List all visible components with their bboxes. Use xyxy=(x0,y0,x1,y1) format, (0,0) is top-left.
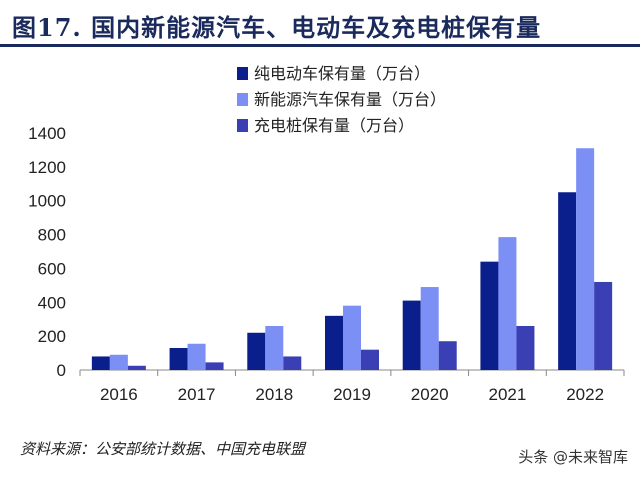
bar-2016-series-2 xyxy=(109,354,128,370)
bar-2022-series-3 xyxy=(594,281,613,370)
y-tick-label: 200 xyxy=(38,327,66,346)
header: 图17. 国内新能源汽车、电动车及充电桩保有量 xyxy=(0,0,640,47)
bar-2021-series-3 xyxy=(516,325,535,370)
legend-swatch-2 xyxy=(237,93,248,106)
bar-2016-series-1 xyxy=(91,356,110,370)
x-tick-label: 2018 xyxy=(255,385,293,404)
bar-chart: 0 200 400 600 800 1000 1200 1400 2016 2017 2018 201… xyxy=(28,64,625,404)
bar-2022-series-2 xyxy=(576,148,595,370)
legend-swatch-1 xyxy=(237,67,248,80)
watermark: 头条 @未来智库 xyxy=(518,448,628,466)
bar-2016-series-3 xyxy=(127,365,146,370)
y-tick-label: 600 xyxy=(38,259,66,278)
y-tick-label: 1200 xyxy=(28,158,66,177)
bar-2019-series-2 xyxy=(343,305,361,370)
y-tick-label: 1000 xyxy=(28,192,66,211)
x-tick-label: 2020 xyxy=(411,385,449,404)
bar-2017-series-2 xyxy=(187,343,206,370)
bar-2020-series-3 xyxy=(438,341,457,370)
title-divider xyxy=(0,44,640,47)
y-tick-label: 1400 xyxy=(28,124,66,143)
x-tick-label: 2016 xyxy=(100,385,138,404)
bar-2022-series-1 xyxy=(558,192,577,370)
x-tick-label: 2022 xyxy=(566,385,604,404)
x-tick-label: 2021 xyxy=(489,385,527,404)
x-tick-label: 2019 xyxy=(333,385,371,404)
y-tick-label: 800 xyxy=(38,226,66,245)
legend-label-1: 纯电动车保有量（万台） xyxy=(254,64,430,83)
bar-2019-series-1 xyxy=(325,315,343,370)
bar-2017-series-1 xyxy=(169,347,188,370)
bar-2017-series-3 xyxy=(205,362,224,370)
bar-2018-series-2 xyxy=(265,325,284,370)
bar-2020-series-2 xyxy=(420,287,439,370)
x-tick-label: 2017 xyxy=(178,385,216,404)
legend-label-3: 充电桩保有量（万台） xyxy=(254,116,414,135)
legend-swatch-3 xyxy=(237,119,248,132)
y-tick-label: 400 xyxy=(38,293,66,312)
bar-2021-series-2 xyxy=(498,237,517,370)
bar-2021-series-1 xyxy=(480,261,499,370)
bar-2020-series-1 xyxy=(402,300,421,370)
page-title: 图17. 国内新能源汽车、电动车及充电桩保有量 xyxy=(12,13,542,42)
bar-2019-series-3 xyxy=(361,349,379,370)
y-tick-label: 0 xyxy=(57,361,66,380)
legend-label-2: 新能源汽车保有量（万台） xyxy=(254,90,446,109)
bar-2018-series-3 xyxy=(283,356,302,370)
bar-2018-series-1 xyxy=(247,332,266,370)
source-note: 资料来源：公安部统计数据、中国充电联盟 xyxy=(20,440,306,458)
